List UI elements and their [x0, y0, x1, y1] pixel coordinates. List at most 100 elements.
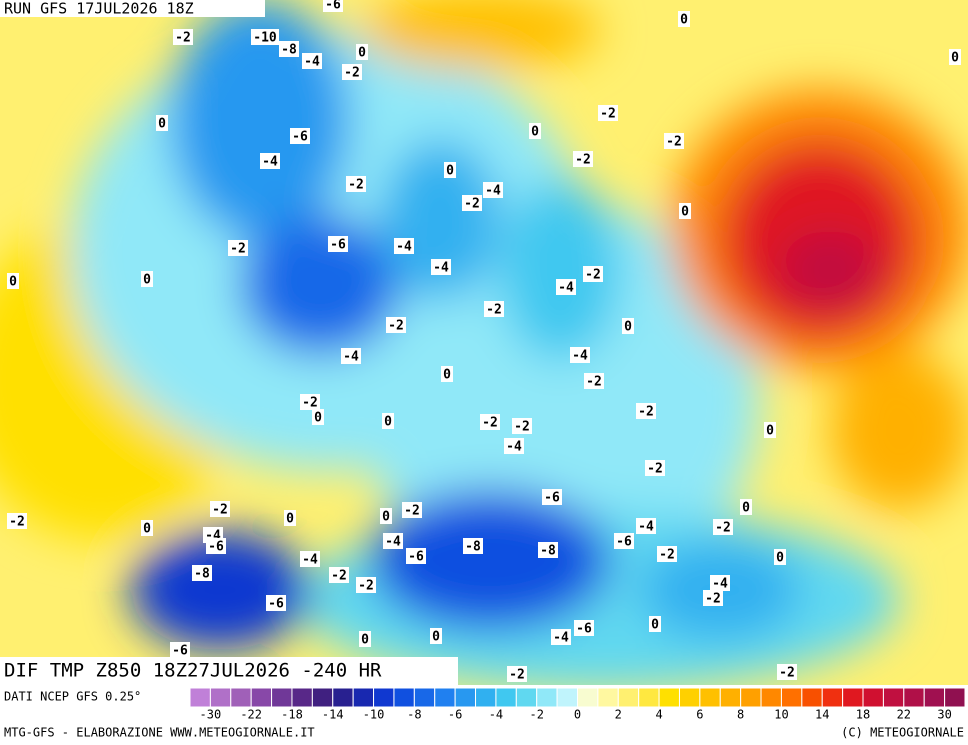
contour-label: 0: [358, 46, 366, 61]
colorbar-swatch: [373, 687, 395, 708]
colorbar-tick-label: 2: [615, 708, 622, 722]
contour-label: -4: [396, 240, 412, 255]
contour-label-bg: [574, 620, 594, 636]
contour-label-bg: [614, 533, 634, 549]
contour-label-bg: [430, 628, 442, 644]
run-label: RUN GFS 17JUL2026 18Z: [4, 0, 194, 18]
colorbar-swatch: [944, 687, 966, 708]
colorbar-tick-label: 18: [856, 708, 870, 722]
contour-label-bg: [402, 502, 422, 518]
contour-label-bg: [394, 238, 414, 254]
contour-label: -2: [331, 569, 347, 584]
contour-label-bg: [777, 664, 797, 680]
contour-label-bg: [598, 105, 618, 121]
colorbar-tick-label: -8: [407, 708, 421, 722]
contour-label: -6: [208, 540, 224, 555]
contour-label: -4: [558, 281, 574, 296]
contour-label-bg: [260, 153, 280, 169]
contour-label: 0: [143, 522, 151, 537]
colorbar-tick-label: -6: [448, 708, 462, 722]
colorbar-swatch: [311, 687, 334, 708]
contour-label-bg: [679, 203, 691, 219]
contour-label: 0: [681, 205, 689, 220]
contour-label-bg: [359, 631, 371, 647]
contour-label: -2: [344, 66, 360, 81]
contour-label-bg: [584, 373, 604, 389]
colorbar-swatch: [617, 687, 640, 708]
colorbar-tick-label: 22: [897, 708, 911, 722]
contour-label-bg: [328, 236, 348, 252]
contour-label: -2: [212, 503, 228, 518]
contour-label: -6: [325, 0, 341, 13]
contour-label-bg: [657, 546, 677, 562]
contour-label: -2: [715, 521, 731, 536]
contour-label: 0: [766, 424, 774, 439]
contour-label-bg: [192, 565, 212, 581]
contour-label: -2: [482, 416, 498, 431]
contour-label: -4: [506, 440, 522, 455]
contour-label: 0: [531, 125, 539, 140]
contour-label-bg: [462, 195, 482, 211]
contour-label: -2: [638, 405, 654, 420]
contour-label: 0: [446, 164, 454, 179]
contour-label: -2: [586, 375, 602, 390]
contour-label-bg: [480, 414, 500, 430]
contour-label-bg: [7, 273, 19, 289]
contour-label-bg: [290, 128, 310, 144]
contour-label-bg: [636, 518, 656, 534]
colorbar-swatch: [678, 687, 701, 708]
contour-label-bg: [551, 629, 571, 645]
colorbar-tick-label: -4: [489, 708, 503, 722]
contour-label: -2: [600, 107, 616, 122]
contour-label-bg: [573, 151, 593, 167]
colorbar-swatch: [740, 687, 762, 708]
contour-label-bg: [542, 489, 562, 505]
contour-label-bg: [300, 394, 320, 410]
contour-label-bg: [383, 533, 403, 549]
contour-label: -2: [514, 420, 530, 435]
colorbar-swatch: [536, 687, 558, 708]
contour-label: -8: [194, 567, 210, 582]
contour-label: -2: [404, 504, 420, 519]
colorbar-tick-label: 10: [774, 708, 788, 722]
colorbar-swatch: [862, 687, 884, 708]
contour-label: -4: [433, 261, 449, 276]
contour-label-bg: [346, 176, 366, 192]
contour-label: -2: [388, 319, 404, 334]
contour-label: -2: [705, 592, 721, 607]
contour-label: -6: [292, 130, 308, 145]
contour-label: 0: [624, 320, 632, 335]
contour-label: -6: [408, 550, 424, 565]
contour-label: -2: [358, 579, 374, 594]
contour-label: -4: [385, 535, 401, 550]
contour-label-bg: [341, 348, 361, 364]
colorbar-tick-label: 0: [574, 708, 581, 722]
colorbar-tick-label: 4: [655, 708, 662, 722]
colorbar-swatch: [209, 687, 232, 708]
colorbar-swatch: [923, 687, 946, 708]
contour-label-bg: [431, 259, 451, 275]
contour-label: -2: [175, 31, 191, 46]
contour-label-bg: [484, 301, 504, 317]
contour-label-bg: [380, 508, 392, 524]
contour-label-bg: [170, 642, 190, 658]
colorbar-swatch: [332, 687, 354, 708]
contour-label: -4: [572, 349, 588, 364]
colorbar-swatch: [495, 687, 517, 708]
contour-label: 0: [361, 633, 369, 648]
contour-label-bg: [323, 0, 343, 12]
contour-label-bg: [949, 49, 961, 65]
colorbar-swatch: [903, 687, 925, 708]
contour-label: 0: [314, 411, 322, 426]
colorbar-tick-label: 8: [737, 708, 744, 722]
contour-label-bg: [228, 240, 248, 256]
contour-label: -2: [9, 515, 25, 530]
colorbar-swatch: [393, 687, 415, 708]
contour-label: -2: [659, 548, 675, 563]
contour-label-bg: [386, 317, 406, 333]
colorbar-swatch: [597, 687, 619, 708]
colorbar-swatch: [577, 687, 599, 708]
contour-label-bg: [173, 29, 193, 45]
colorbar-swatch: [658, 687, 680, 708]
